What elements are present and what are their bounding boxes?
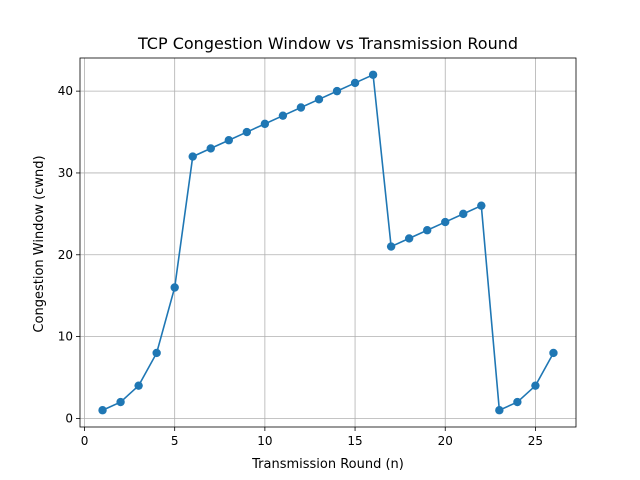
data-point xyxy=(260,119,270,129)
x-tick-label: 10 xyxy=(257,434,272,448)
y-axis: 0 10 20 30 40 xyxy=(58,84,80,425)
data-point xyxy=(134,381,143,390)
data-point xyxy=(404,234,414,243)
y-tick-label: 20 xyxy=(58,248,73,262)
data-point xyxy=(296,103,306,112)
data-point xyxy=(152,348,161,358)
data-point xyxy=(350,78,360,88)
data-point xyxy=(314,95,324,104)
data-point xyxy=(513,397,522,407)
x-tick-label: 20 xyxy=(438,434,453,448)
data-point xyxy=(116,397,125,407)
data-point xyxy=(368,70,378,79)
data-point xyxy=(441,217,450,227)
chart-title: TCP Congestion Window vs Transmission Ro… xyxy=(137,34,518,53)
plot-frame xyxy=(79,57,577,428)
data-point xyxy=(170,283,179,292)
data-point xyxy=(477,201,486,210)
data-point xyxy=(459,209,468,219)
y-tick-label: 0 xyxy=(65,411,73,425)
data-point xyxy=(531,381,540,390)
grid xyxy=(80,58,576,427)
data-point xyxy=(495,406,504,415)
x-tick-label: 0 xyxy=(81,434,89,448)
y-tick-label: 30 xyxy=(58,166,73,180)
y-tick-label: 40 xyxy=(58,84,73,98)
x-tick-label: 15 xyxy=(347,434,362,448)
y-axis-label: Congestion Window (cwnd) xyxy=(32,155,47,332)
data-point xyxy=(549,348,558,358)
data-point xyxy=(386,242,396,251)
data-point xyxy=(98,406,107,415)
data-point xyxy=(206,144,215,153)
data-point xyxy=(224,136,233,145)
x-axis: 0 5 10 15 20 25 xyxy=(81,427,543,448)
data-point xyxy=(423,226,432,235)
data-point xyxy=(188,152,197,161)
x-tick-label: 5 xyxy=(171,434,179,448)
x-axis-label: Transmission Round (n) xyxy=(251,457,404,472)
series-layer xyxy=(98,70,558,415)
data-point xyxy=(242,127,252,137)
x-tick-label: 25 xyxy=(528,434,543,448)
data-point xyxy=(332,86,342,96)
y-tick-label: 10 xyxy=(58,330,73,344)
data-point xyxy=(278,111,288,120)
